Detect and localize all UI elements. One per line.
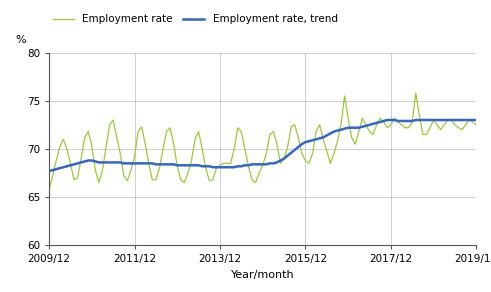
Employment rate, trend [448,118,454,122]
Employment rate, trend [146,161,152,165]
Employment rate, trend [334,129,340,132]
Employment rate, trend [46,169,52,173]
Employment rate [413,91,419,95]
Employment rate [448,118,454,122]
Employment rate, trend [313,138,319,141]
Employment rate [228,161,234,165]
Employment rate, trend [473,118,479,122]
Employment rate, trend [89,159,95,162]
Employment rate [46,188,52,191]
Employment rate [89,144,95,148]
Employment rate [473,123,479,126]
Employment rate, trend [384,118,390,122]
Employment rate [313,130,319,133]
Employment rate [146,161,152,165]
Text: %: % [15,35,26,45]
X-axis label: Year/month: Year/month [231,270,295,280]
Legend: Employment rate, Employment rate, trend: Employment rate, Employment rate, trend [49,10,342,29]
Employment rate, trend [228,166,234,169]
Line: Employment rate, trend: Employment rate, trend [49,120,476,171]
Employment rate [334,140,340,143]
Line: Employment rate: Employment rate [49,93,476,190]
